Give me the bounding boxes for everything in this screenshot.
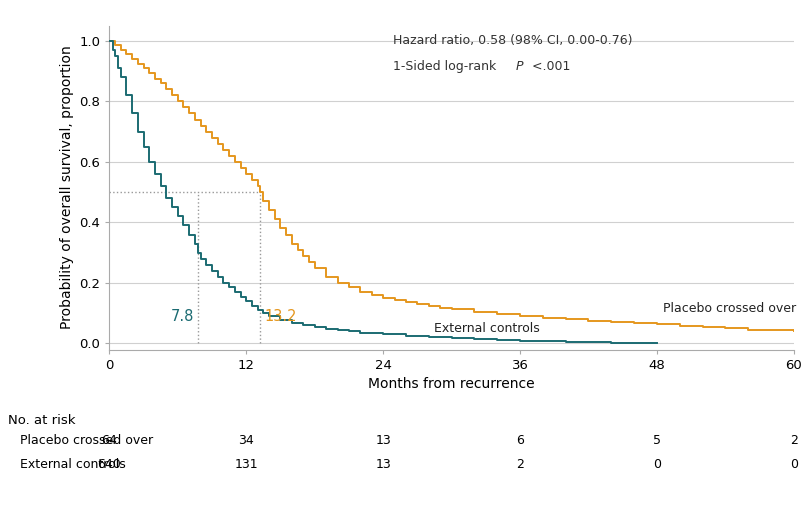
Text: 2: 2 <box>516 458 524 471</box>
Text: <.001: <.001 <box>527 60 570 72</box>
Text: 1-Sided log-rank: 1-Sided log-rank <box>394 60 501 72</box>
Text: 131: 131 <box>234 458 258 471</box>
Y-axis label: Probability of overall survival, proportion: Probability of overall survival, proport… <box>60 46 74 329</box>
Text: 34: 34 <box>238 434 254 447</box>
Text: No. at risk: No. at risk <box>8 414 75 427</box>
Text: 6: 6 <box>516 434 524 447</box>
Text: 0: 0 <box>653 458 661 471</box>
Text: 13.2: 13.2 <box>265 309 297 324</box>
Text: 2: 2 <box>790 434 798 447</box>
Text: 7.8: 7.8 <box>170 309 194 324</box>
Text: External controls: External controls <box>434 322 540 335</box>
Text: Hazard ratio, 0.58 (98% CI, 0.00-0.76): Hazard ratio, 0.58 (98% CI, 0.00-0.76) <box>394 34 633 47</box>
Text: P: P <box>515 60 522 72</box>
X-axis label: Months from recurrence: Months from recurrence <box>369 377 535 391</box>
Text: Placebo crossed over: Placebo crossed over <box>20 434 153 447</box>
Text: External controls: External controls <box>20 458 126 471</box>
Text: 5: 5 <box>653 434 661 447</box>
Text: 13: 13 <box>375 434 391 447</box>
Text: 13: 13 <box>375 458 391 471</box>
Text: 0: 0 <box>790 458 798 471</box>
Text: 640: 640 <box>97 458 122 471</box>
Text: 64: 64 <box>101 434 117 447</box>
Text: Placebo crossed over: Placebo crossed over <box>663 302 795 315</box>
